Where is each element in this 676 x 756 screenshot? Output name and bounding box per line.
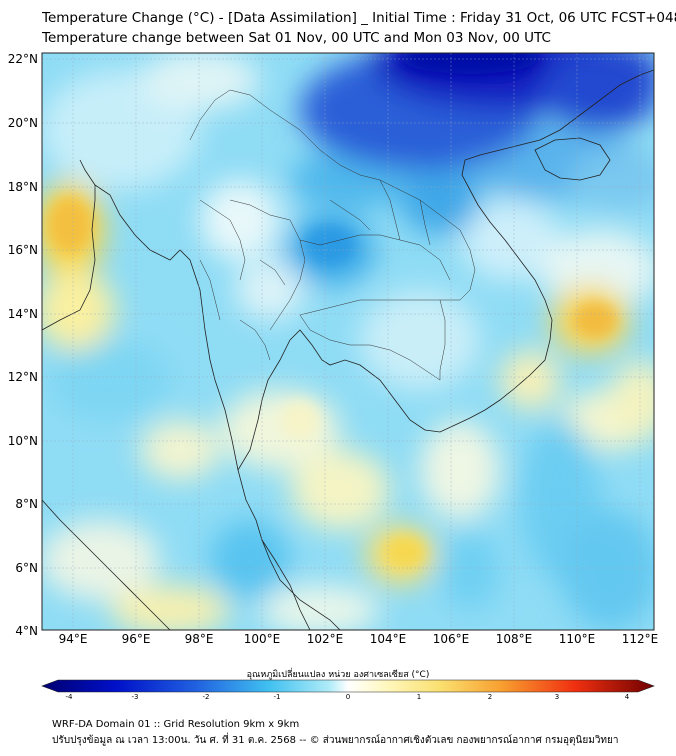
map-subtitle: Temperature change between Sat 01 Nov, 0… <box>42 30 551 46</box>
lon-label-106e: 106°E <box>432 632 470 646</box>
temperature-change-map <box>41 52 655 631</box>
colorbar-tick: 4 <box>624 693 630 701</box>
lat-label-16n: 16°N <box>7 243 38 257</box>
colorbar-tick: 0 <box>345 693 351 701</box>
colorbar-tick: -2 <box>202 693 210 701</box>
colorbar-tick: -3 <box>131 693 139 701</box>
lon-label-108e: 108°E <box>495 632 533 646</box>
lon-label-102e: 102°E <box>306 632 344 646</box>
lon-label-96e: 96°E <box>121 632 151 646</box>
colorbar-tick: -4 <box>65 693 73 701</box>
gridlines <box>42 53 654 630</box>
lon-label-112e: 112°E <box>621 632 659 646</box>
coastlines <box>42 69 654 630</box>
lon-label-104e: 104°E <box>369 632 407 646</box>
lon-label-110e: 110°E <box>558 632 596 646</box>
footer-update-info: ปรับปรุงข้อมูล ณ เวลา 13:00น. วัน ศ. ที่… <box>52 735 619 746</box>
lat-label-20n: 20°N <box>7 116 38 130</box>
colorbar-tick: 3 <box>554 693 560 701</box>
lon-label-94e: 94°E <box>58 632 88 646</box>
footer-domain-info: WRF-DA Domain 01 :: Grid Resolution 9km … <box>52 719 300 730</box>
lat-label-12n: 12°N <box>7 370 38 384</box>
colorbar-title: อุณหภูมิเปลี่ยนแปลง หน่วย องศาเซลเซียส (… <box>246 670 430 680</box>
colorbar-tick: 2 <box>487 693 493 701</box>
lon-label-98e: 98°E <box>184 632 214 646</box>
map-title: Temperature Change (°C) - [Data Assimila… <box>42 10 676 26</box>
lat-label-10n: 10°N <box>7 434 38 448</box>
colorbar-scale <box>41 679 655 693</box>
colorbar-tick: 1 <box>416 693 422 701</box>
lat-label-8n: 8°N <box>15 497 38 511</box>
colorbar-tick: -1 <box>273 693 281 701</box>
lon-label-100e: 100°E <box>243 632 281 646</box>
lat-label-4n: 4°N <box>15 624 38 638</box>
map-frame <box>41 52 655 631</box>
lat-label-18n: 18°N <box>7 180 38 194</box>
lat-label-14n: 14°N <box>7 307 38 321</box>
lat-label-6n: 6°N <box>15 561 38 575</box>
lat-label-22n: 22°N <box>7 52 38 66</box>
temperature-field <box>42 53 654 630</box>
